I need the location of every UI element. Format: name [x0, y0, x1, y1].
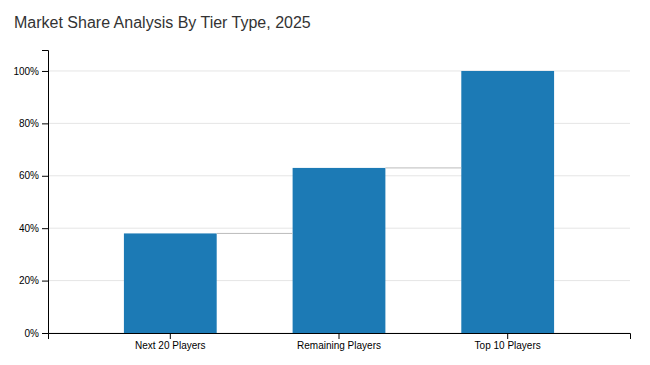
tick-label: 0% — [25, 328, 40, 339]
tick-mark — [42, 333, 48, 334]
tick-label: 100% — [13, 66, 39, 77]
tick-label: Next 20 Players — [135, 340, 206, 351]
chart: Market Share Analysis By Tier Type, 2025… — [0, 0, 650, 365]
tick-label: 80% — [19, 118, 39, 129]
connector — [217, 233, 293, 234]
tick: 60% — [19, 170, 48, 181]
axis-line — [49, 334, 631, 340]
tick-label: 20% — [19, 275, 39, 286]
tick: 100% — [13, 66, 48, 77]
tick-label: Remaining Players — [297, 340, 381, 351]
tick: Remaining Players — [297, 333, 381, 351]
tick-mark — [42, 123, 48, 124]
tick-mark — [42, 176, 48, 177]
tick: Next 20 Players — [135, 333, 206, 351]
plot: 0% 20% 40% 60% 80% 100% Next 20 Players Remaini… — [13, 51, 630, 352]
tick: Top 10 Players — [475, 333, 541, 351]
axis-line — [42, 51, 49, 334]
tick-label: 60% — [19, 170, 39, 181]
tick-mark — [507, 333, 508, 339]
grid — [48, 71, 630, 333]
tick-mark — [339, 333, 340, 339]
tick: 20% — [19, 275, 48, 286]
x-axis: Next 20 Players Remaining Players Top 10 P… — [49, 333, 631, 351]
y-axis: 0% 20% 40% 60% 80% 100% — [13, 51, 48, 339]
marks — [124, 71, 554, 333]
bar — [461, 71, 554, 333]
bar — [293, 168, 386, 333]
connector — [385, 167, 461, 168]
tick-label: Top 10 Players — [475, 340, 541, 351]
tick: 80% — [19, 118, 48, 129]
title: Market Share Analysis By Tier Type, 2025 — [14, 14, 311, 31]
tick-mark — [42, 281, 48, 282]
tick-mark — [42, 228, 48, 229]
tick: 40% — [19, 223, 48, 234]
bar — [124, 233, 217, 333]
tick: 0% — [25, 328, 48, 339]
tick-mark — [170, 333, 171, 339]
tick-label: 40% — [19, 223, 39, 234]
tick-mark — [42, 71, 48, 72]
